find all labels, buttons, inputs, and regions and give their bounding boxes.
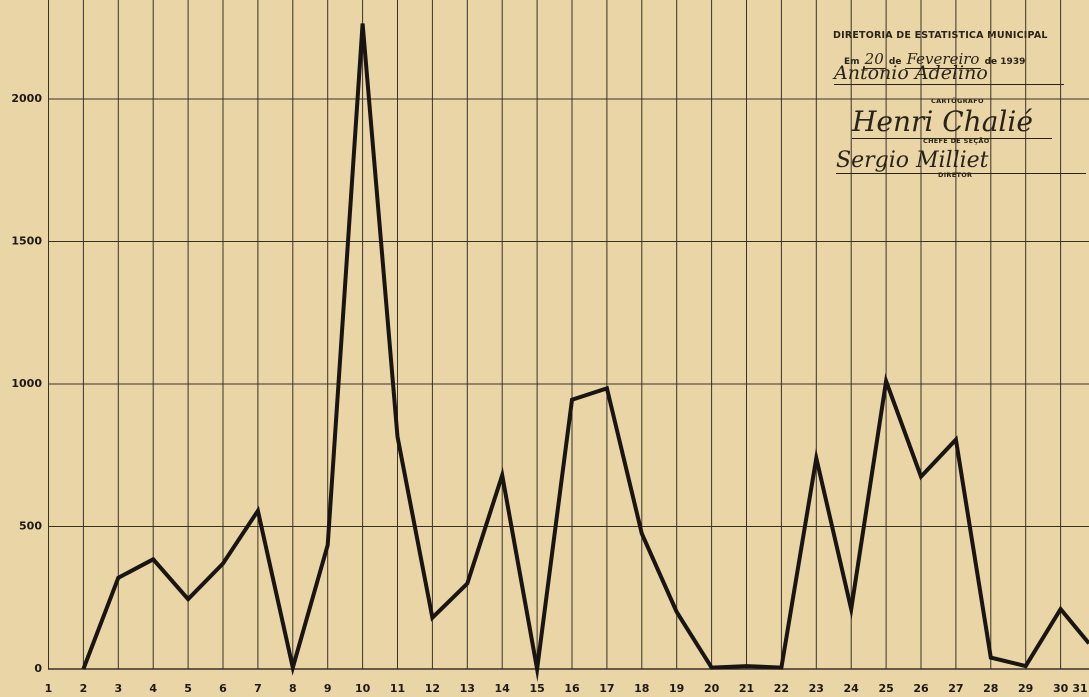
x-tick-label: 10 xyxy=(355,682,371,695)
y-tick-label: 2000 xyxy=(11,92,42,105)
role-section-chief: CHEFE DE SEÇÃO xyxy=(923,137,990,145)
x-tick-label: 11 xyxy=(390,682,405,695)
x-tick-label: 29 xyxy=(1018,682,1033,695)
x-tick-label: 25 xyxy=(878,682,893,695)
x-tick-label: 24 xyxy=(844,682,860,695)
series-layer xyxy=(81,23,1089,683)
y-tick-label: 0 xyxy=(34,662,42,675)
x-tick-label: 22 xyxy=(774,682,789,695)
x-tick-label: 18 xyxy=(634,682,649,695)
horizontal-gridlines xyxy=(48,98,1089,670)
stamp-date-suffix: de 1939 xyxy=(984,57,1026,67)
x-tick-label: 19 xyxy=(669,682,684,695)
stamp-organization: DIRETORIA DE ESTATISTICA MUNICIPAL xyxy=(833,30,1048,41)
role-director: DIRETOR xyxy=(938,171,973,179)
x-tick-label: 17 xyxy=(599,682,614,695)
x-tick-label: 14 xyxy=(495,682,511,695)
x-tick-label: 3 xyxy=(114,682,122,695)
x-tick-label: 4 xyxy=(149,682,157,695)
approval-stamp: DIRETORIA DE ESTATISTICA MUNICIPAL Em 20… xyxy=(828,20,1086,190)
y-tick-label: 500 xyxy=(19,520,42,533)
signature-section-chief: Henri Chalié xyxy=(852,105,1052,139)
x-tick-label: 16 xyxy=(564,682,580,695)
stamp-date-day: 20 xyxy=(862,50,886,69)
x-tick-label: 12 xyxy=(425,682,440,695)
x-tick-label: 20 xyxy=(704,682,720,695)
stamp-date-prefix: Em xyxy=(844,57,860,67)
x-tick-label: 30 xyxy=(1053,682,1069,695)
x-axis-tick-labels: 1 2 3 4 5 6 7 8 9 10 11 12 13 14 15 16 17 18 19 20 21 22 23 24 2… xyxy=(45,682,1088,695)
stamp-date: Em 20 de Fevereiro de 1939 xyxy=(844,50,1026,69)
x-tick-label: 23 xyxy=(809,682,824,695)
vertical-gridlines xyxy=(48,0,1062,669)
x-tick-label: 31 xyxy=(1072,682,1087,695)
x-tick-label: 15 xyxy=(529,682,544,695)
stamp-date-mid: de xyxy=(888,57,902,67)
x-tick-label: 9 xyxy=(324,682,332,695)
role-cartographer: CARTÓGRAFO xyxy=(931,97,984,105)
signature-director: Sergio Milliet xyxy=(836,148,1086,174)
x-tick-label: 6 xyxy=(219,682,227,695)
x-tick-label: 5 xyxy=(184,682,192,695)
x-tick-label: 1 xyxy=(45,682,53,695)
x-tick-label: 13 xyxy=(460,682,475,695)
series-line xyxy=(81,23,1089,683)
x-tick-label: 28 xyxy=(983,682,998,695)
x-tick-label: 26 xyxy=(913,682,929,695)
y-axis-tick-labels: 0 500 1000 1500 2000 xyxy=(11,92,42,675)
y-tick-label: 1500 xyxy=(11,235,42,248)
x-tick-label: 2 xyxy=(80,682,88,695)
signature-cartographer: Antonio Adelino xyxy=(834,62,1064,85)
x-tick-label: 8 xyxy=(289,682,297,695)
stamp-date-month: Fevereiro xyxy=(904,50,982,69)
x-tick-label: 27 xyxy=(948,682,963,695)
y-tick-label: 1000 xyxy=(11,377,42,390)
x-tick-label: 7 xyxy=(254,682,262,695)
x-tick-label: 21 xyxy=(739,682,754,695)
